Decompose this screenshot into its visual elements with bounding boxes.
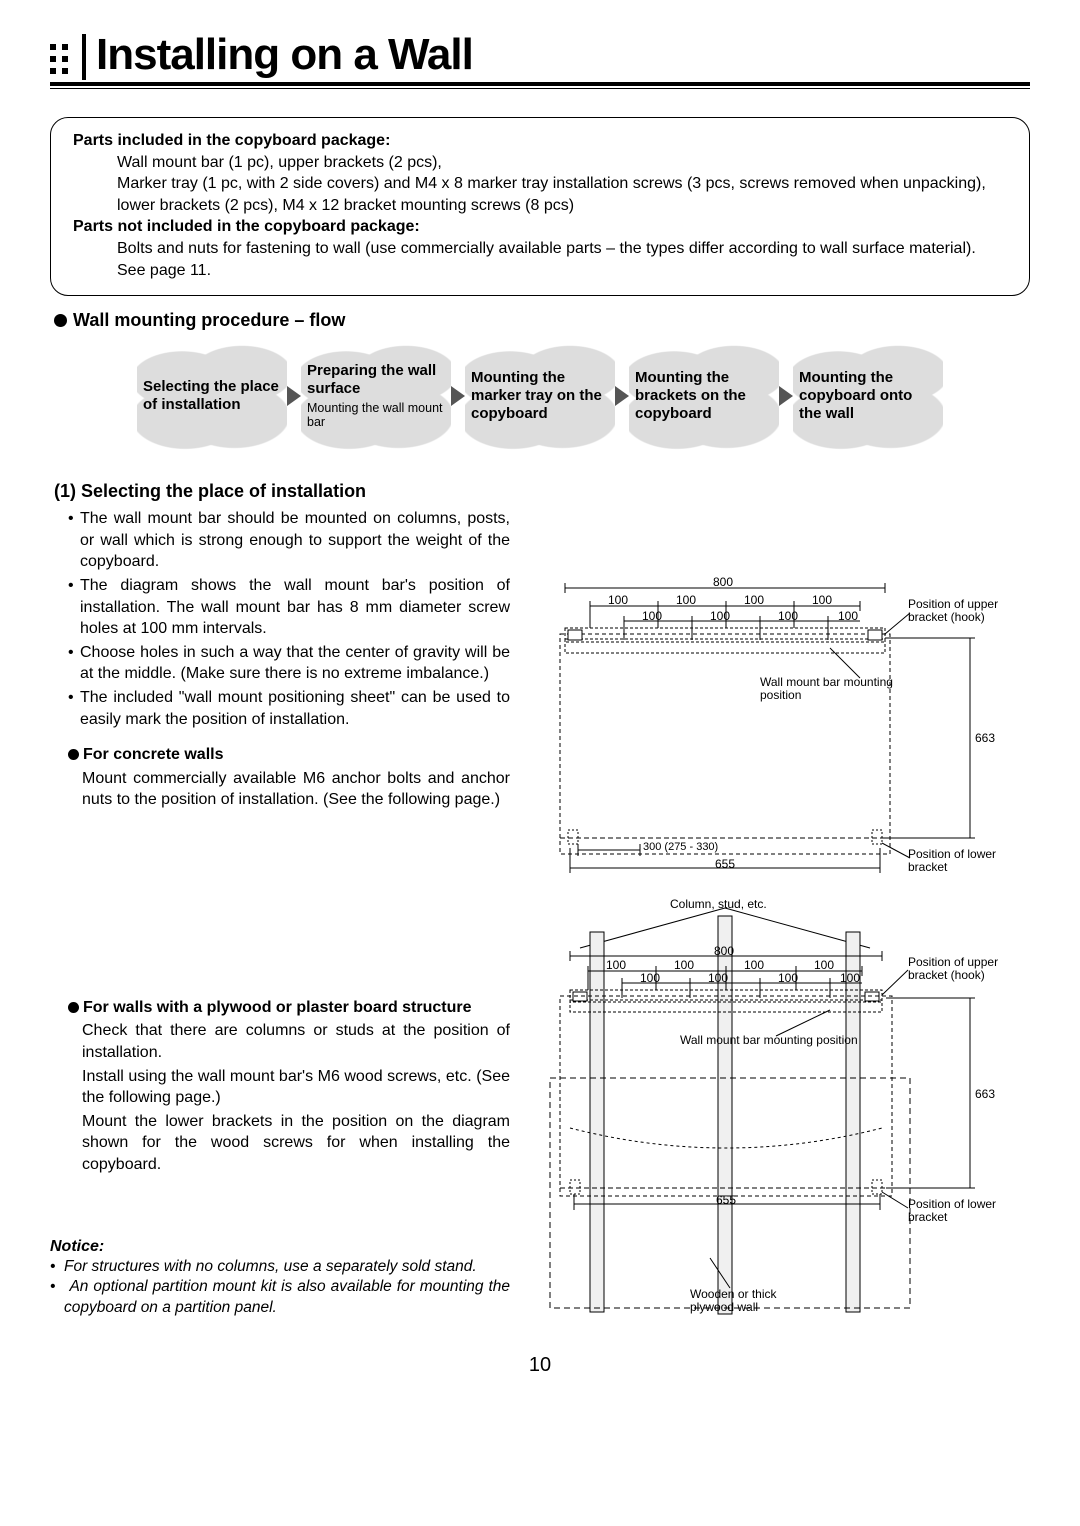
plywood-heading: For walls with a plywood or plaster boar… xyxy=(68,997,510,1019)
flow-step-2-sub: Mounting the wall mount bar xyxy=(307,402,445,430)
concrete-heading: For concrete walls xyxy=(68,744,510,766)
right-column: 800 100 100 100 100 100 100 100 100 Posi… xyxy=(530,508,1030,1338)
parts-box: Parts included in the copyboard package:… xyxy=(50,117,1030,296)
lbl-plywall: Wooden or thick plywood wall xyxy=(690,1288,790,1314)
included-line2: Marker tray (1 pc, with 2 side covers) a… xyxy=(73,173,1007,216)
notice-line-2: •An optional partition mount kit is also… xyxy=(50,1277,510,1317)
notincluded-heading: Parts not included in the copyboard pack… xyxy=(73,216,1007,238)
concrete-body: Mount commercially available M6 anchor b… xyxy=(50,768,510,811)
bullet-1: The wall mount bar should be mounted on … xyxy=(68,508,510,573)
flow-step-3: Mounting the marker tray on the copyboar… xyxy=(465,341,615,451)
flow-step-2-label: Preparing the wall surface xyxy=(307,362,445,398)
page-number: 10 xyxy=(50,1354,1030,1377)
flow-diagram: Selecting the place of installation Prep… xyxy=(50,341,1030,451)
flow-heading: Wall mounting procedure – flow xyxy=(54,310,1030,331)
bullet-icon xyxy=(54,314,67,327)
arrow-icon xyxy=(287,386,301,406)
lbl-barpos: Wall mount bar mounting position xyxy=(760,676,910,702)
bullet-2: The diagram shows the wall mount bar's p… xyxy=(68,575,510,640)
lbl-lower: Position of lower bracket xyxy=(908,848,1008,874)
title-divider xyxy=(82,34,86,80)
bullet-list: The wall mount bar should be mounted on … xyxy=(50,508,510,730)
bullet-icon xyxy=(68,1002,79,1013)
included-line1: Wall mount bar (1 pc), upper brackets (2… xyxy=(73,152,1007,174)
notice-heading: Notice: xyxy=(50,1236,510,1258)
title-underline xyxy=(50,88,1030,89)
diagram-plywood: Column, stud, etc. 800 100 100 100 100 1… xyxy=(530,898,1010,1338)
flow-step-4-label: Mounting the brackets on the copyboard xyxy=(635,369,773,423)
diagram-concrete: 800 100 100 100 100 100 100 100 100 Posi… xyxy=(530,568,1010,898)
notice-line-1: For structures with no columns, use a se… xyxy=(50,1257,510,1277)
arrow-icon xyxy=(779,386,793,406)
plywood-body-3: Mount the lower brackets in the position… xyxy=(50,1111,510,1176)
flow-step-1-label: Selecting the place of installation xyxy=(143,378,281,414)
flow-step-1: Selecting the place of installation xyxy=(137,341,287,451)
section-1-heading: (1) Selecting the place of installation xyxy=(54,481,1030,502)
dim-300: 300 (275 - 330) xyxy=(643,841,718,853)
included-heading: Parts included in the copyboard package: xyxy=(73,130,1007,152)
flow-step-4: Mounting the brackets on the copyboard xyxy=(629,341,779,451)
lbl-column: Column, stud, etc. xyxy=(670,898,767,911)
arrow-icon xyxy=(615,386,629,406)
dim-655: 655 xyxy=(715,858,735,871)
flow-heading-text: Wall mounting procedure – flow xyxy=(73,310,345,330)
plywood-body-1: Check that there are columns or studs at… xyxy=(50,1020,510,1063)
arrow-icon xyxy=(451,386,465,406)
bullet-icon xyxy=(68,749,79,760)
title-dots xyxy=(50,44,68,80)
bullet-3: Choose holes in such a way that the cent… xyxy=(68,642,510,685)
left-column: The wall mount bar should be mounted on … xyxy=(50,508,510,1338)
dim-663: 663 xyxy=(975,732,995,745)
title-row: Installing on a Wall xyxy=(50,30,1030,86)
bullet-4: The included "wall mount positioning she… xyxy=(68,687,510,730)
plywood-body-2: Install using the wall mount bar's M6 wo… xyxy=(50,1066,510,1109)
lbl-upper: Position of upper bracket (hook) xyxy=(908,598,1008,624)
flow-step-5-label: Mounting the copyboard onto the wall xyxy=(799,369,937,423)
dim-800: 800 xyxy=(713,576,733,589)
notincluded-line: Bolts and nuts for fastening to wall (us… xyxy=(73,238,1007,281)
flow-step-3-label: Mounting the marker tray on the copyboar… xyxy=(471,369,609,423)
flow-step-5: Mounting the copyboard onto the wall xyxy=(793,341,943,451)
flow-step-2: Preparing the wall surface Mounting the w… xyxy=(301,341,451,451)
page-title: Installing on a Wall xyxy=(96,30,473,80)
